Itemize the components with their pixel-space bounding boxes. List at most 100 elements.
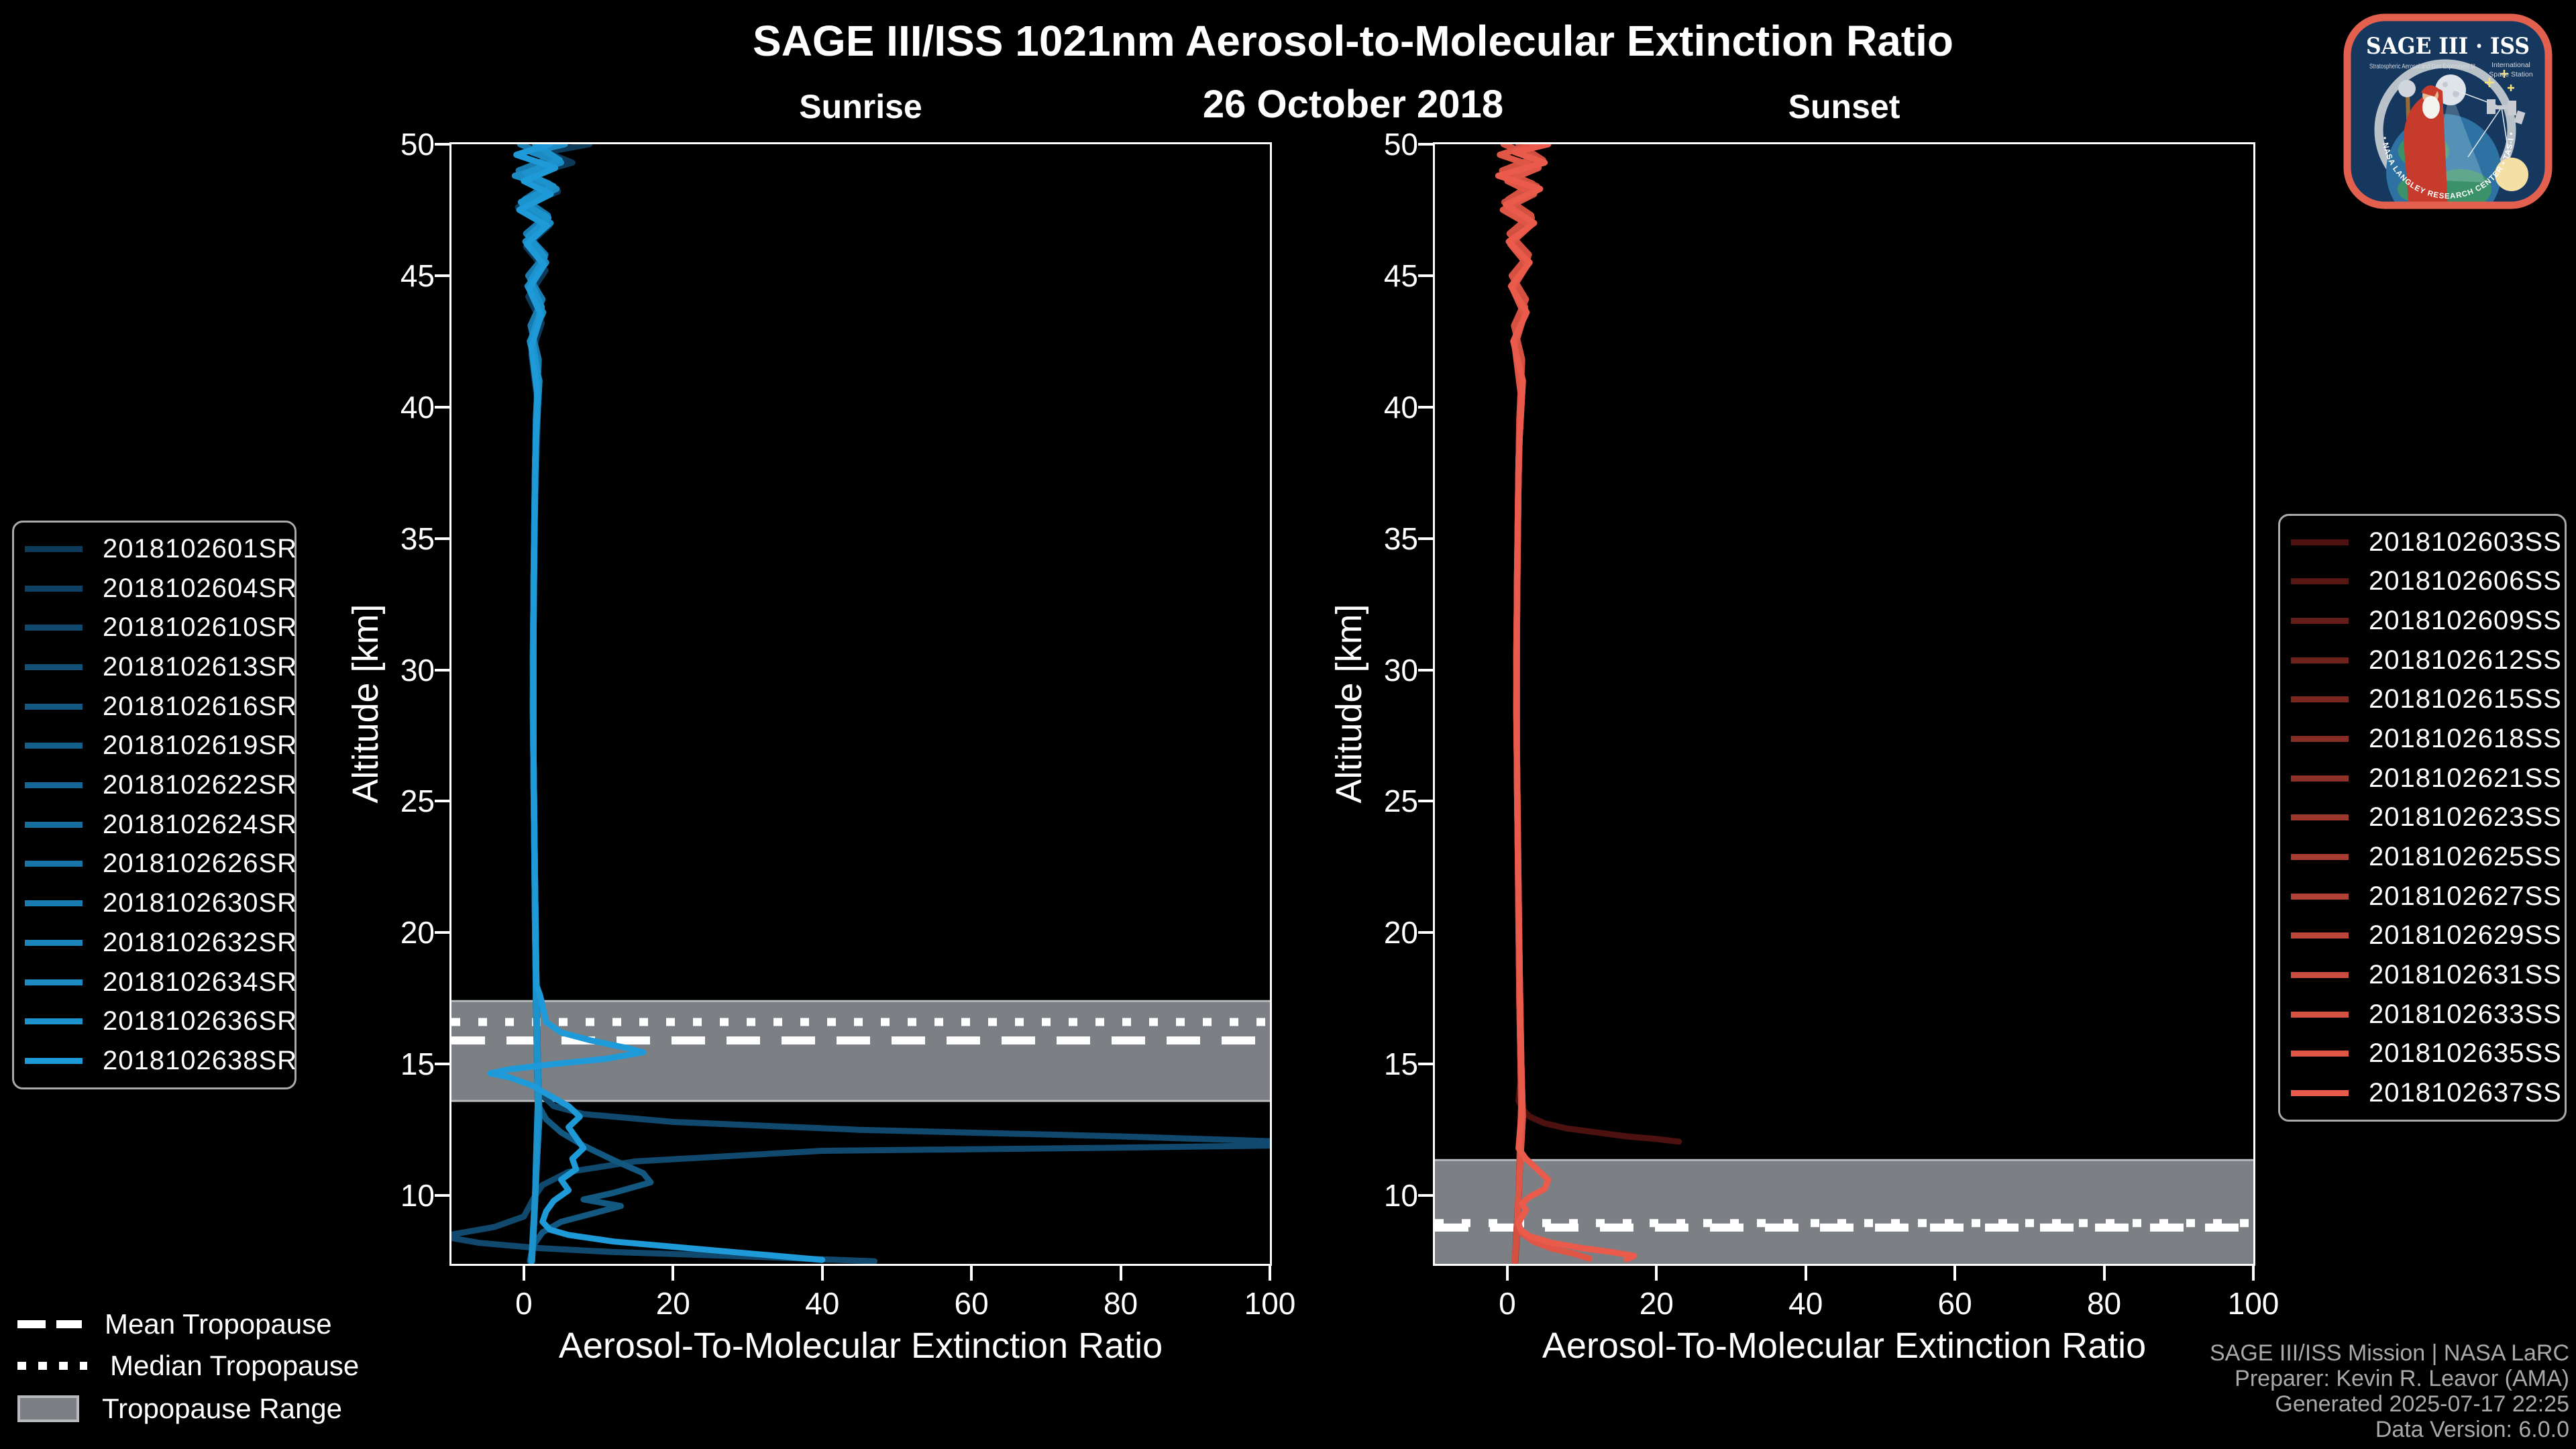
legend-item: 2018102629SS (2280, 920, 2565, 951)
mission-patch-logo: BALL • NASA LANGLEY RESEARCH CENTER • TA… (2343, 13, 2553, 209)
legend-item: 2018102625SS (2280, 842, 2565, 872)
legend-label: 2018102601SR (103, 533, 298, 564)
y-tick-label: 35 (400, 521, 435, 556)
sunset-legend: 2018102603SS 2018102606SS 2018102609SS 2018… (2278, 514, 2567, 1122)
legend-item: 2018102603SS (2280, 527, 2565, 557)
y-tick-label: 45 (400, 258, 435, 293)
y-tick-mark (435, 800, 449, 803)
profile-2018102603SS (1499, 144, 1682, 1145)
legend-label: 2018102633SS (2369, 999, 2562, 1029)
y-tick-mark (435, 668, 449, 672)
y-tick-label: 10 (1383, 1178, 1418, 1214)
patch-iss-icon (2487, 99, 2526, 125)
y-tick-label: 40 (400, 389, 435, 425)
legend-line-swatch (25, 703, 83, 710)
figure-title: SAGE III/ISS 1021nm Aerosol-to-Molecular… (753, 17, 1953, 65)
x-tick-mark (1953, 1266, 1957, 1281)
x-tick-label: 100 (2227, 1286, 2279, 1321)
legend-item: 2018102616SR (14, 692, 297, 722)
legend-line-swatch (2291, 932, 2349, 939)
y-tick-mark (1418, 668, 1433, 672)
footer-line: Generated 2025-07-17 22:25 (2275, 1391, 2569, 1417)
patch-sage-figure (2398, 80, 2448, 205)
x-tick-label: 20 (1639, 1286, 1674, 1321)
patch-subtitle-right1: International (2491, 61, 2530, 69)
legend-line-swatch (2291, 657, 2349, 663)
figure-date: 26 October 2018 (1202, 83, 1504, 126)
sunrise-legend: 2018102601SR 2018102604SR 2018102610SR 2018… (12, 521, 297, 1089)
legend-line-swatch (25, 545, 83, 552)
legend-label: 2018102618SS (2369, 724, 2562, 754)
legend-label: 2018102615SS (2369, 684, 2562, 714)
legend-item: 2018102624SR (14, 809, 298, 840)
legend-label: 2018102610SR (103, 612, 298, 643)
x-tick-mark (522, 1266, 525, 1281)
footer-credits: SAGE III/ISS Mission | NASA LaRC Prepare… (2210, 1340, 2569, 1442)
sunrise-panel-title: Sunrise (799, 88, 922, 125)
legend-line-swatch (2291, 696, 2349, 703)
legend-label: 2018102627SS (2369, 881, 2562, 911)
patch-subtitle-left: Stratospheric Aerosol and Gas Experiment… (2369, 63, 2475, 70)
y-tick-label: 25 (400, 784, 435, 819)
y-tick-label: 35 (1383, 521, 1418, 556)
x-tick-mark (2252, 1266, 2255, 1281)
legend-item: 2018102623SS (2280, 802, 2565, 833)
legend-item: 2018102613SR (14, 652, 297, 682)
legend-item: 2018102636SR (14, 1006, 298, 1036)
legend-item: 2018102621SS (2280, 763, 2565, 794)
legend-label: 2018102606SS (2369, 566, 2562, 596)
legend-line-swatch (2291, 1011, 2349, 1018)
legend-line-swatch (2291, 972, 2349, 979)
legend-line-swatch (2291, 814, 2349, 821)
dotted-line-swatch (17, 1362, 87, 1370)
mean-tropopause-label: Mean Tropopause (105, 1308, 332, 1340)
legend-item: 2018102601SR (14, 533, 298, 564)
y-tick-label: 45 (1383, 258, 1418, 293)
y-tick-label: 15 (1383, 1046, 1418, 1082)
legend-label: 2018102636SR (103, 1006, 298, 1036)
legend-item: 2018102604SR (14, 574, 297, 604)
y-tick-mark (435, 1194, 449, 1197)
legend-line-swatch (25, 625, 83, 631)
legend-line-swatch (2291, 578, 2349, 585)
legend-label: 2018102619SR (103, 731, 298, 761)
legend-item: 2018102630SR (14, 888, 297, 918)
y-tick-mark (435, 274, 449, 277)
y-tick-label: 50 (1383, 127, 1418, 162)
y-tick-mark (1418, 143, 1433, 146)
legend-item: 2018102612SS (2280, 645, 2565, 676)
x-tick-label: 100 (1244, 1286, 1296, 1321)
tropopause-range-band (451, 1001, 1270, 1102)
footer-line: SAGE III/ISS Mission | NASA LaRC (2209, 1340, 2569, 1366)
x-tick-label: 60 (954, 1286, 989, 1321)
legend-line-swatch (25, 900, 83, 907)
legend-label: 2018102622SR (103, 770, 298, 800)
y-tick-mark (1418, 537, 1433, 540)
legend-label: 2018102603SS (2369, 527, 2562, 557)
tropopause-range-legend-item: Tropopause Range (17, 1393, 342, 1425)
legend-label: 2018102625SS (2369, 842, 2562, 872)
legend-item: 2018102610SR (14, 612, 298, 643)
sunset-y-axis-label: Altitude [km] (1329, 604, 1369, 804)
legend-label: 2018102624SR (103, 809, 298, 839)
y-tick-mark (1418, 931, 1433, 934)
mean-tropopause-legend-item: Mean Tropopause (17, 1308, 332, 1340)
legend-line-swatch (25, 1057, 83, 1064)
legend-label: 2018102637SS (2369, 1078, 2562, 1108)
legend-line-swatch (25, 663, 83, 670)
legend-line-swatch (2291, 775, 2349, 782)
x-tick-label: 0 (515, 1286, 533, 1321)
y-tick-label: 20 (400, 915, 435, 951)
y-tick-mark (435, 405, 449, 409)
legend-line-swatch (25, 743, 83, 749)
legend-line-swatch (2291, 618, 2349, 625)
x-tick-mark (2102, 1266, 2106, 1281)
profile-2018102637SS (1495, 144, 1638, 1263)
legend-label: 2018102629SS (2369, 920, 2562, 951)
legend-line-swatch (2291, 736, 2349, 743)
footer-line: Data Version: 6.0.0 (2375, 1417, 2569, 1442)
legend-line-swatch (2291, 1090, 2349, 1097)
x-tick-mark (970, 1266, 973, 1281)
legend-label: 2018102612SS (2369, 645, 2562, 675)
legend-item: 2018102606SS (2280, 566, 2565, 596)
